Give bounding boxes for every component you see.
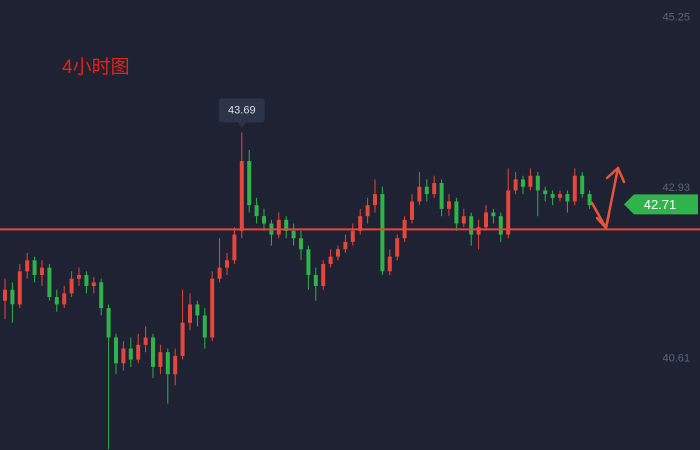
candle-body — [513, 179, 518, 191]
candle-body — [25, 260, 30, 272]
candle-body — [114, 337, 118, 364]
candle-body — [580, 175, 585, 195]
candle-body — [195, 304, 200, 316]
candle-body — [291, 230, 296, 239]
candle-body — [151, 337, 155, 367]
candle-body — [54, 297, 59, 305]
candle-body — [587, 194, 592, 206]
candle-body — [498, 216, 503, 235]
candle-body — [328, 256, 333, 264]
candle-body — [439, 183, 444, 209]
candle-body — [91, 282, 96, 287]
y-tick-label: 45.25 — [662, 12, 690, 24]
candle-body — [17, 271, 22, 305]
candle-body — [165, 352, 170, 375]
candle-body — [535, 175, 540, 191]
candle-body — [99, 282, 104, 309]
candle-body — [143, 337, 148, 345]
max-label: 43.69 — [228, 104, 256, 116]
candle-body — [202, 315, 207, 338]
candle-body — [217, 267, 222, 279]
candle-body — [106, 308, 111, 338]
candle-body — [3, 289, 7, 301]
candle-body — [188, 304, 192, 323]
candle-body — [476, 227, 481, 235]
candle-body — [69, 278, 74, 294]
candle-body — [506, 190, 511, 235]
candle-body — [158, 352, 163, 367]
candle-body — [210, 278, 215, 338]
y-tick-label: 42.93 — [662, 182, 690, 194]
candle-body — [262, 216, 266, 224]
candle-body — [417, 186, 422, 202]
candle-body — [565, 194, 570, 202]
candle-body — [373, 194, 377, 206]
candle-body — [521, 179, 525, 187]
candle-body — [365, 205, 370, 217]
candle-body — [424, 186, 429, 195]
candle-body — [528, 175, 533, 187]
candle-body — [343, 241, 348, 250]
candle-body — [469, 216, 474, 235]
last-price-label: 42.71 — [644, 197, 677, 212]
candle-body — [239, 161, 244, 231]
candle-body — [77, 275, 81, 279]
candle-body — [543, 190, 548, 195]
candle-body — [84, 275, 89, 287]
candle-body — [247, 161, 252, 206]
candle-body — [10, 289, 15, 305]
candle-body — [313, 275, 318, 287]
candle-body — [358, 216, 363, 231]
chart-title: 4小时图 — [62, 56, 130, 78]
annotation-arrow — [590, 166, 626, 230]
candle-body — [336, 249, 340, 257]
candle-body — [173, 355, 178, 375]
candle-body — [128, 348, 133, 360]
candle-body — [225, 260, 229, 268]
candle-body — [454, 201, 459, 224]
candle-body — [62, 293, 67, 305]
candle-body — [484, 212, 488, 228]
candle-body — [558, 194, 562, 198]
candle-body — [550, 194, 555, 198]
candle-body — [321, 263, 326, 287]
candle-body — [299, 238, 303, 250]
max-label-pointer — [237, 122, 246, 128]
max-label-box — [218, 98, 265, 123]
candle-body — [284, 219, 289, 231]
candle-body — [306, 249, 311, 275]
candle-body — [447, 201, 451, 209]
candle-body — [276, 219, 281, 235]
candle-body — [395, 238, 400, 257]
candle-body — [40, 267, 44, 275]
candle-body — [180, 322, 185, 356]
y-tick-label: 40.61 — [662, 353, 690, 365]
candle-body — [461, 216, 466, 224]
candle-body — [254, 205, 259, 217]
candle-body — [387, 256, 392, 272]
candle-body — [121, 348, 126, 364]
candle-body — [47, 267, 52, 298]
candle-body — [380, 194, 385, 272]
candle-body — [136, 344, 141, 360]
candle-body — [572, 175, 577, 202]
candle-body — [491, 212, 496, 217]
candle-body — [350, 230, 355, 242]
last-price-tag — [624, 194, 698, 215]
candle-body — [432, 183, 437, 195]
candle-body — [32, 260, 37, 275]
candle-body — [232, 234, 237, 261]
candle-body — [410, 201, 414, 220]
